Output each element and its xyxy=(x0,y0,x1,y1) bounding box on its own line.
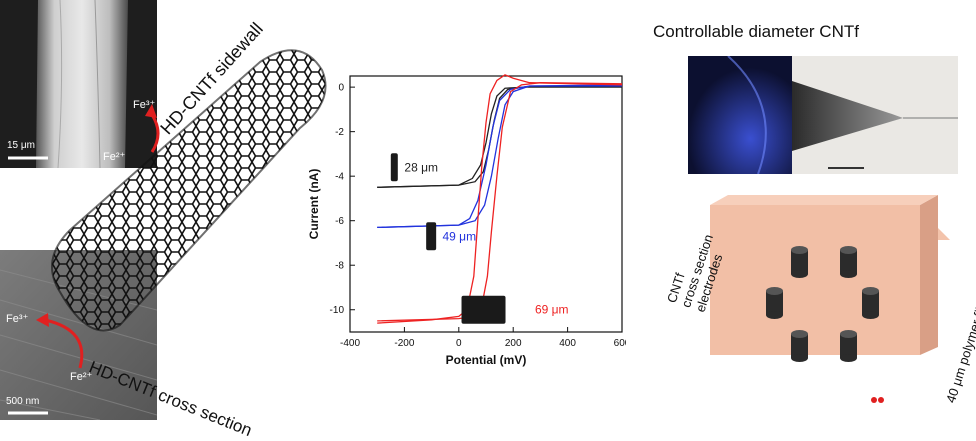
y-tick-label: -6 xyxy=(335,216,344,227)
electrode-glyph xyxy=(426,222,437,251)
series-label: 69 μm xyxy=(535,303,569,317)
red-dot xyxy=(871,397,877,403)
cv-curve-forward xyxy=(377,85,622,229)
plot-frame xyxy=(349,75,623,333)
electrode xyxy=(791,330,808,362)
polymer-film-diagram xyxy=(710,195,950,403)
x-tick-label: -200 xyxy=(394,338,414,349)
electrode xyxy=(840,246,857,278)
y-tick-label: 0 xyxy=(338,83,344,94)
cv-curve-reverse xyxy=(377,82,623,322)
x-tick-label: 400 xyxy=(559,338,576,349)
x-tick-label: -400 xyxy=(340,338,360,349)
x-tick-label: 200 xyxy=(505,338,522,349)
x-tick-label: 0 xyxy=(456,338,462,349)
cv-curve-forward xyxy=(377,74,623,324)
ion-label: Fe²⁺ xyxy=(103,151,126,163)
electrode-glyph xyxy=(461,295,506,324)
y-tick-label: -8 xyxy=(335,261,344,272)
electrode-glyph xyxy=(390,153,398,182)
electrode xyxy=(791,246,808,278)
electrode xyxy=(766,287,783,319)
cnt-fiber-illustration xyxy=(36,49,327,369)
electrode-group xyxy=(766,246,879,362)
cntf-photo-graphic xyxy=(688,56,958,174)
sidewall-scale-label: 15 μm xyxy=(7,140,35,151)
cv-curve-reverse xyxy=(377,84,623,229)
series-label: 49 μm xyxy=(442,229,476,243)
red-dot xyxy=(878,397,884,403)
ion-label: Fe²⁺ xyxy=(70,371,93,383)
y-tick-label: -4 xyxy=(335,172,344,183)
x-tick-label: 600 xyxy=(614,338,626,349)
electrode xyxy=(840,330,857,362)
x-axis-label: Potential (mV) xyxy=(446,353,527,367)
cntf-photo xyxy=(688,56,958,174)
y-axis-label: Current (nA) xyxy=(307,169,321,240)
cross-section-scale-label: 500 nm xyxy=(6,396,40,407)
electrode xyxy=(862,287,879,319)
controllable-diameter-title: Controllable diameter CNTf xyxy=(653,22,859,41)
series-label: 28 μm xyxy=(404,160,438,174)
sem-sidewall-graphic xyxy=(0,0,157,168)
y-tick-label: -10 xyxy=(330,305,345,316)
ion-label: Fe³⁺ xyxy=(6,313,29,325)
y-tick-label: -2 xyxy=(335,127,344,138)
cv-chart: -400 -200 0 200 400 600 0 -2 -4 -6 -8 -10 Potential … xyxy=(307,74,626,367)
